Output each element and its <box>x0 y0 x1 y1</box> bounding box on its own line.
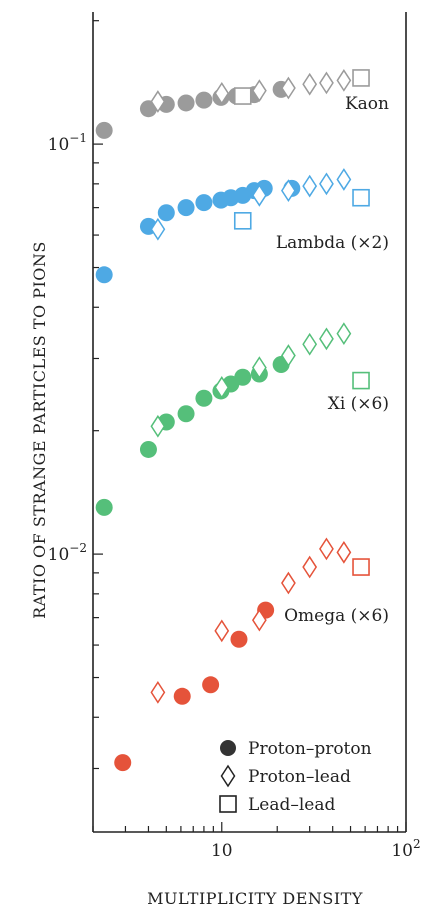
xi-proton-lead-point <box>251 356 267 379</box>
omega-proton-lead-point <box>281 571 296 595</box>
kaon-proton-lead-point <box>302 72 318 96</box>
legend-label: Proton–lead <box>248 767 351 787</box>
lambda-proton-lead-point <box>336 168 352 191</box>
kaon-proton-lead-point <box>214 81 230 105</box>
lambda-proton-lead-point <box>281 179 296 203</box>
omega-series-label: Omega (×6) <box>284 606 389 626</box>
omega-lead-lead-point <box>352 558 370 576</box>
xi-proton-lead-point <box>214 376 230 399</box>
xi-proton-proton-point <box>139 440 157 458</box>
lambda-proton-proton-point <box>177 199 195 217</box>
lambda-series-label: Lambda (×2) <box>276 233 389 253</box>
y-axis-title: RATIO OF STRANGE PARTICLES TO PIONS <box>30 241 49 619</box>
kaon-proton-proton-point <box>95 121 113 139</box>
kaon-proton-proton-point <box>177 94 195 112</box>
xi-series-label: Xi (×6) <box>328 394 389 414</box>
kaon-lead-lead-point <box>233 87 252 105</box>
omega-proton-lead-point <box>336 540 352 564</box>
omega-proton-proton-point <box>202 676 220 694</box>
legend: Proton–proton Proton–lead Lead–lead <box>219 739 372 815</box>
x-tick-label: 102 <box>391 837 420 861</box>
omega-proton-lead-point <box>319 537 334 561</box>
legend-diamond-marker <box>220 764 236 788</box>
kaon-series-label: Kaon <box>345 94 389 114</box>
lambda-proton-lead-point <box>319 172 334 196</box>
axes: 10 102 10−1 10−2 <box>48 12 421 861</box>
x-axis-title: MULTIPLICITY DENSITY <box>147 889 363 908</box>
xi-proton-proton-point <box>95 498 113 516</box>
omega-proton-lead-point <box>214 619 230 643</box>
xi-proton-lead-point <box>150 414 166 438</box>
omega-proton-proton-point <box>230 630 248 648</box>
legend-circle-marker <box>220 740 236 756</box>
kaon-proton-lead-point <box>150 90 166 113</box>
kaon-proton-lead-point <box>336 69 352 92</box>
y-tick-label: 10−2 <box>48 541 87 565</box>
lambda-lead-lead-point <box>352 188 370 207</box>
omega-proton-proton-point <box>173 687 191 705</box>
lambda-proton-proton-point <box>195 194 213 212</box>
xi-proton-lead-point <box>302 332 318 356</box>
xi-proton-lead-point <box>319 327 334 351</box>
xi-proton-proton-point <box>177 405 195 423</box>
legend-square-marker <box>219 795 237 813</box>
omega-proton-lead-point <box>302 555 318 579</box>
kaon-proton-lead-point <box>319 71 334 95</box>
kaon-proton-proton-point <box>195 91 213 109</box>
xi-proton-proton-point <box>234 368 252 386</box>
y-tick-label: 10−1 <box>48 131 87 155</box>
legend-label: Proton–proton <box>248 739 372 759</box>
omega-proton-lead-point <box>251 608 267 632</box>
xi-lead-lead-point <box>352 371 370 390</box>
lambda-proton-lead-point <box>302 174 318 198</box>
kaon-proton-lead-point <box>281 76 296 100</box>
lambda-lead-lead-point <box>233 212 252 230</box>
x-tick-label: 10 <box>211 841 233 861</box>
lambda-proton-lead-point <box>251 183 267 207</box>
plot-marks <box>95 69 370 772</box>
kaon-proton-lead-point <box>251 79 267 103</box>
kaon-lead-lead-point <box>352 69 370 87</box>
xi-proton-proton-point <box>195 389 213 407</box>
omega-proton-lead-point <box>150 681 166 704</box>
legend-label: Lead–lead <box>248 795 336 815</box>
xi-proton-lead-point <box>281 344 296 367</box>
lambda-proton-proton-point <box>157 204 175 222</box>
lambda-proton-lead-point <box>150 217 166 241</box>
series-labels: Kaon Lambda (×2) Xi (×6) Omega (×6) <box>276 94 389 626</box>
omega-proton-proton-point <box>114 754 132 772</box>
lambda-proton-proton-point <box>95 266 113 284</box>
xi-proton-lead-point <box>336 322 352 345</box>
